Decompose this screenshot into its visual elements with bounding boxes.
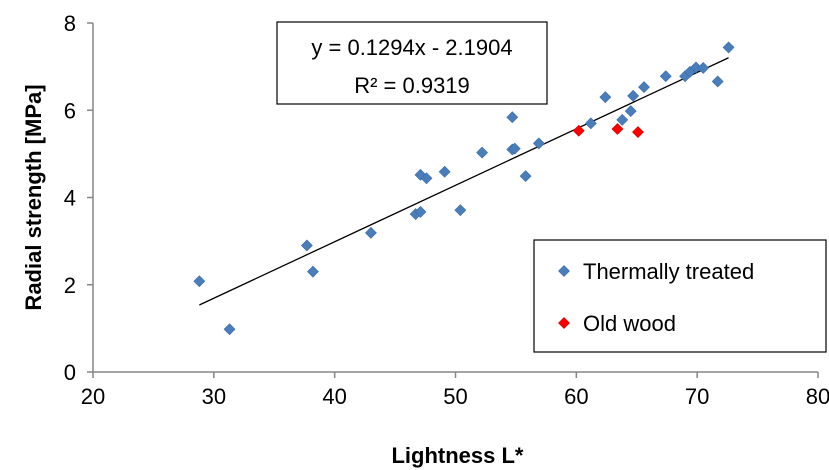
x-axis-title: Lightness L* [391,443,523,468]
data-point-thermally-treated [599,91,612,104]
legend-label: Thermally treated [583,259,754,284]
x-tick-label: 80 [806,384,829,409]
data-point-thermally-treated [532,137,545,150]
data-point-thermally-treated [506,111,519,124]
x-tick-label: 50 [443,384,467,409]
y-tick-label: 8 [64,11,76,36]
data-point-thermally-treated [584,117,597,130]
x-tick-label: 30 [202,384,226,409]
legend: Thermally treated Old wood [533,239,827,353]
data-point-thermally-treated [624,105,637,118]
legend-frame [533,239,827,353]
trendline-group [199,57,729,306]
y-tick-label: 4 [64,186,76,211]
data-point-thermally-treated [454,204,467,217]
trendline-equation-box: y = 0.1294x - 2.1904 R² = 0.9319 [276,21,548,105]
data-point-thermally-treated [659,70,672,83]
legend-marker [558,317,570,329]
data-point-thermally-treated [420,172,433,185]
legend-items: Thermally treated Old wood [558,259,754,336]
axis-ticks: 20 30 40 50 60 70 80 0 2 4 6 8 [64,11,829,409]
data-point-thermally-treated [711,75,724,88]
trendline-r-squared: R² = 0.9319 [354,73,470,98]
x-tick-label: 70 [685,384,709,409]
data-point-thermally-treated [438,165,451,178]
data-point-thermally-treated [193,275,206,288]
data-point-thermally-treated [519,170,532,183]
data-point-thermally-treated [300,239,313,252]
data-point-thermally-treated [616,113,629,126]
data-point-thermally-treated [414,205,427,218]
data-point-thermally-treated [627,89,640,102]
data-point-thermally-treated [223,323,236,336]
data-points [193,41,735,336]
x-tick-label: 20 [81,384,105,409]
data-point-thermally-treated [306,265,319,278]
data-point-thermally-treated [722,41,735,54]
data-point-thermally-treated [364,226,377,239]
legend-label: Old wood [583,311,676,336]
equation-box-frame [276,21,548,105]
y-tick-label: 2 [64,273,76,298]
y-tick-label: 0 [64,360,76,385]
legend-marker [558,265,570,277]
x-tick-label: 60 [564,384,588,409]
data-point-thermally-treated [476,146,489,159]
data-point-thermally-treated [697,62,710,74]
trendline [199,57,729,306]
trendline-equation: y = 0.1294x - 2.1904 [311,35,512,60]
y-tick-label: 6 [64,98,76,123]
data-point-old-wood [632,126,644,138]
data-point-old-wood [572,124,585,137]
data-point-thermally-treated [508,142,521,155]
y-axis-title: Radial strength [MPa] [21,84,46,310]
x-tick-label: 40 [322,384,346,409]
data-point-thermally-treated [638,81,650,94]
data-point-old-wood [611,123,624,135]
